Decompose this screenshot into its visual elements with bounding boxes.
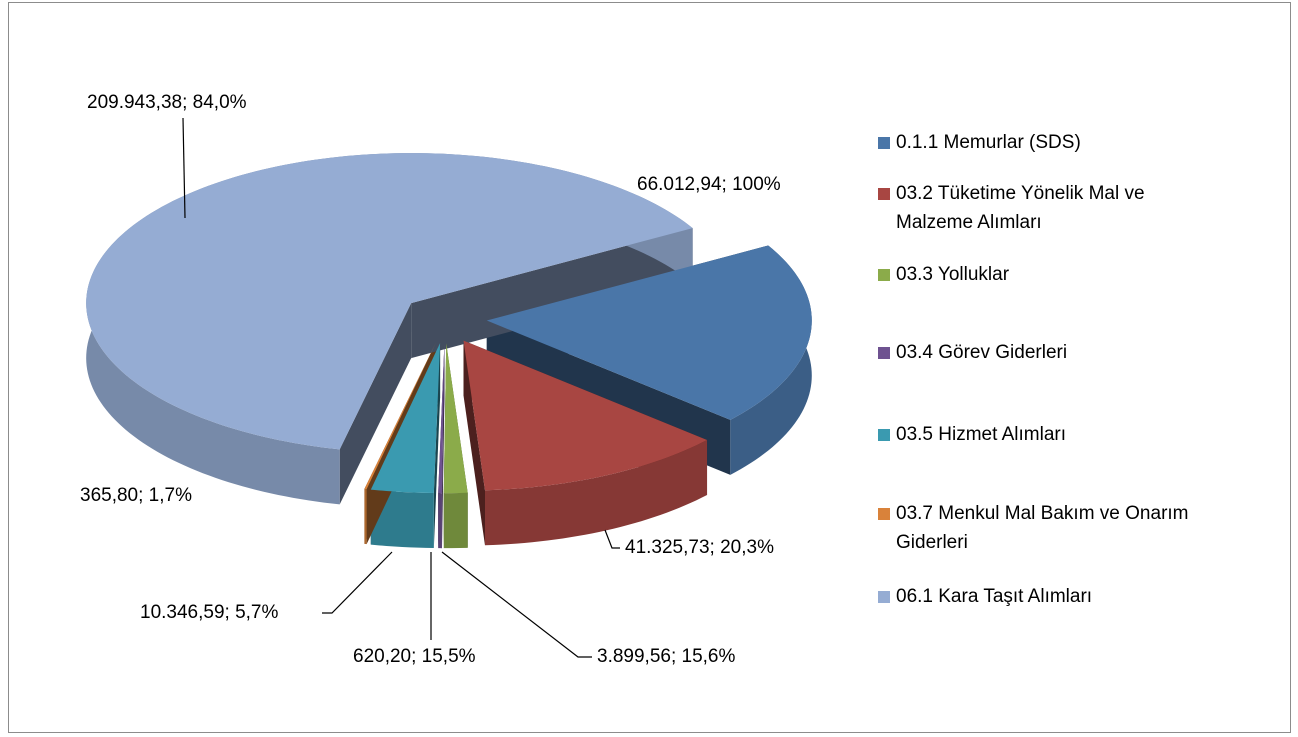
data-label: 620,20; 15,5% xyxy=(353,646,476,667)
slice xyxy=(486,245,812,420)
data-label: 10.346,59; 5,7% xyxy=(140,602,278,623)
legend-label: 03.3 Yolluklar xyxy=(896,264,1010,285)
data-label: 365,80; 1,7% xyxy=(80,485,192,506)
legend-label: 06.1 Kara Taşıt Alımları xyxy=(896,586,1093,607)
data-label: 66.012,94; 100% xyxy=(637,174,781,195)
legend-swatch xyxy=(878,188,890,200)
slice-inner-wall xyxy=(411,228,693,359)
slice xyxy=(86,153,693,450)
legend-label: 03.2 Tüketime Yönelik Mal ve Malzeme Alı… xyxy=(896,183,1145,233)
leader-line xyxy=(182,117,186,219)
data-label: 41.325,73; 20,3% xyxy=(625,537,774,558)
legend-label: 03.7 Menkul Mal Bakım ve Onarım Giderler… xyxy=(896,503,1189,553)
slice xyxy=(364,342,436,490)
slice-side xyxy=(370,489,434,548)
slice-side xyxy=(443,492,468,549)
leader-line xyxy=(604,529,620,549)
slice xyxy=(438,343,445,494)
slice xyxy=(443,343,468,494)
legend-item: 03.7 Menkul Mal Bakım ve Onarım Giderler… xyxy=(878,499,1218,557)
legend-item: 03.5 Hizmet Alımları xyxy=(878,420,1066,449)
chart-border xyxy=(8,2,1291,733)
leader-line xyxy=(441,551,592,658)
legend-label: 0.1.1 Memurlar (SDS) xyxy=(896,132,1081,153)
legend-item: 03.2 Tüketime Yönelik Mal ve Malzeme Alı… xyxy=(878,179,1218,237)
data-label: 209.943,38; 84,0% xyxy=(87,92,247,113)
legend-label: 03.4 Görev Giderleri xyxy=(896,342,1068,363)
legend-item: 06.1 Kara Taşıt Alımları xyxy=(878,582,1092,611)
data-label: 3.899,56; 15,6% xyxy=(597,646,735,667)
legend-swatch xyxy=(878,508,890,520)
slice-side xyxy=(484,439,708,546)
slice-inner-wall xyxy=(339,303,412,505)
slice xyxy=(370,343,441,493)
slice-side xyxy=(438,493,442,549)
slice-side xyxy=(364,488,367,545)
legend-swatch xyxy=(878,591,890,603)
legend-item: 0.1.1 Memurlar (SDS) xyxy=(878,128,1081,157)
legend-swatch xyxy=(878,347,890,359)
legend-item: 03.4 Görev Giderleri xyxy=(878,338,1067,367)
legend-swatch xyxy=(878,429,890,441)
leader-line xyxy=(322,551,393,614)
slice xyxy=(463,340,708,491)
legend-swatch xyxy=(878,269,890,281)
legend-swatch xyxy=(878,137,890,149)
slice-inner-wall xyxy=(463,340,485,546)
legend-label: 03.5 Hizmet Alımları xyxy=(896,424,1066,445)
legend-item: 03.3 Yolluklar xyxy=(878,260,1009,289)
